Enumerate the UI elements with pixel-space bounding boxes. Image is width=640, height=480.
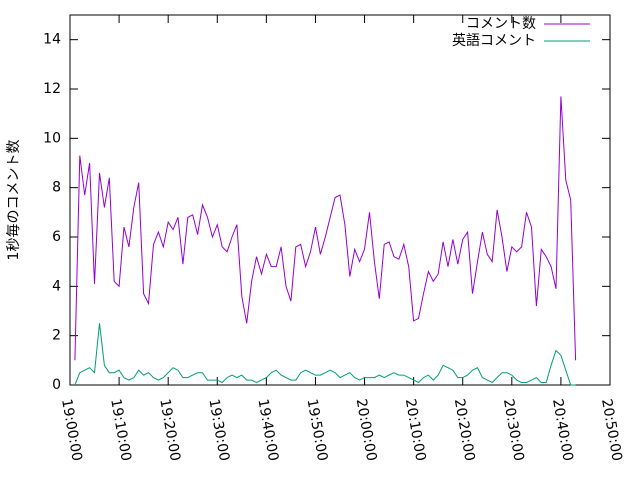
legend-label: 英語コメント — [452, 32, 536, 49]
legend-label: コメント数 — [466, 16, 536, 32]
x-tick-label: 20:10:00 — [402, 398, 429, 463]
x-tick-label: 19:40:00 — [254, 398, 281, 463]
x-tick-label: 20:40:00 — [549, 398, 576, 463]
x-tick-label: 19:10:00 — [107, 398, 134, 463]
line-series — [74, 96, 577, 361]
x-tick-label: 20:20:00 — [451, 398, 478, 463]
x-tick-label: 19:50:00 — [304, 398, 331, 463]
x-tick-label: 19:20:00 — [156, 398, 183, 463]
y-tick-label: 4 — [52, 278, 61, 294]
x-tick-label: 19:00:00 — [58, 398, 85, 463]
y-tick-label: 6 — [52, 229, 61, 245]
plot-border — [69, 14, 611, 386]
x-tick-label: 20:30:00 — [500, 398, 527, 463]
y-axis-label: 1秒毎のコメント数 — [6, 140, 22, 261]
y-tick-label: 8 — [52, 180, 61, 196]
y-tick-label: 14 — [43, 32, 61, 48]
x-tick-label: 19:30:00 — [205, 398, 232, 463]
line-series — [74, 323, 576, 386]
y-tick-label: 12 — [43, 81, 61, 97]
x-tick-label: 20:50:00 — [598, 398, 625, 463]
y-tick-label: 2 — [52, 328, 61, 344]
y-tick-label: 10 — [43, 130, 61, 146]
y-tick-label: 0 — [52, 377, 61, 393]
x-tick-label: 20:00:00 — [353, 398, 380, 463]
